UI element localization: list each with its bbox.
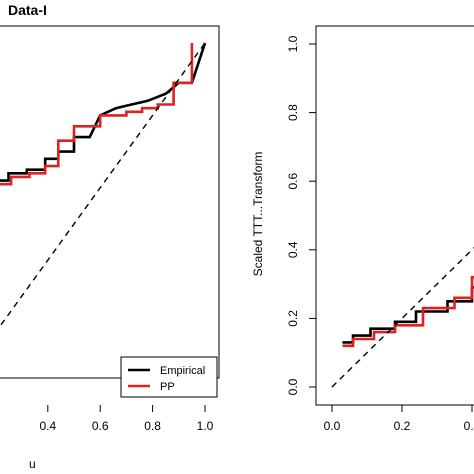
legend-empirical-label: Empirical bbox=[160, 365, 205, 377]
right-plot-frame bbox=[315, 25, 474, 406]
legend: Empirical PP bbox=[120, 356, 218, 398]
right-x-tick-label: 0.0 bbox=[324, 419, 341, 433]
left-series-reference-line bbox=[0, 42, 206, 328]
left-chart-marks bbox=[0, 42, 207, 328]
right-panel: 0.0 0.2 0.4 0.0 0.2 0.4 0.6 0.8 1.0 Scaled TTT.… bbox=[251, 25, 474, 433]
right-series-reference-line bbox=[331, 246, 474, 388]
left-panel: 0.4 0.6 0.8 1.0 Data-I u Empirical PP bbox=[0, 2, 220, 471]
left-x-tick-label: 0.4 bbox=[39, 419, 56, 433]
left-chart-title: Data-I bbox=[8, 2, 47, 18]
right-y-tick-label: 0.8 bbox=[286, 104, 300, 121]
left-x-axis: 0.4 0.6 0.8 1.0 bbox=[39, 405, 214, 433]
right-y-tick-label: 0.4 bbox=[286, 241, 300, 258]
right-y-tick-label: 0.0 bbox=[286, 378, 300, 395]
left-x-tick-label: 0.6 bbox=[92, 419, 109, 433]
legend-pp-label: PP bbox=[160, 381, 175, 393]
legend-box bbox=[120, 356, 218, 398]
right-y-tick-label: 1.0 bbox=[286, 35, 300, 52]
right-y-axis: 0.0 0.2 0.4 0.6 0.8 1.0 bbox=[286, 35, 316, 395]
right-series-empirical bbox=[342, 286, 474, 344]
left-x-tick-label: 0.8 bbox=[144, 419, 161, 433]
right-y-axis-label: Scaled TTT...Transform bbox=[251, 152, 265, 277]
left-series-pp bbox=[0, 43, 194, 186]
left-x-axis-label: u bbox=[29, 457, 36, 471]
right-x-axis: 0.0 0.2 0.4 bbox=[324, 405, 474, 433]
right-chart-marks bbox=[331, 246, 474, 388]
right-x-tick-label: 0.2 bbox=[394, 419, 411, 433]
right-x-tick-label: 0.4 bbox=[464, 419, 474, 433]
left-plot-frame bbox=[0, 25, 220, 379]
left-x-tick-label: 1.0 bbox=[197, 419, 214, 433]
right-y-tick-label: 0.6 bbox=[286, 173, 300, 190]
right-series-pp bbox=[342, 275, 474, 348]
left-series-empirical bbox=[0, 42, 207, 182]
right-y-tick-label: 0.2 bbox=[286, 310, 300, 327]
